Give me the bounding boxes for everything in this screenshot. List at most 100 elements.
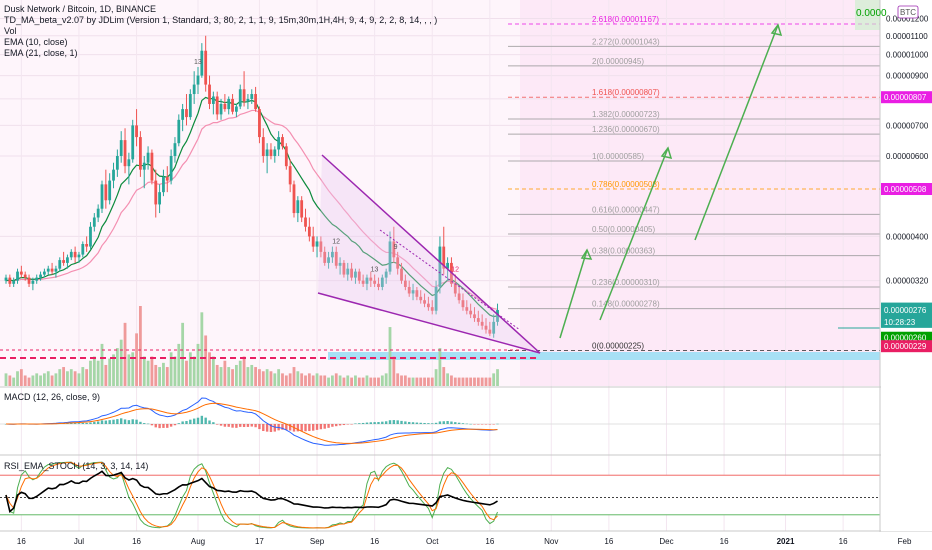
- volume-bar: [131, 352, 135, 386]
- macd-hist-bar: [281, 424, 284, 430]
- price-tick-label: 0.00000400: [886, 232, 929, 241]
- candle-body: [365, 277, 369, 284]
- macd-hist-bar: [419, 422, 422, 424]
- volume-bar: [292, 367, 296, 386]
- volume-bar: [219, 367, 223, 386]
- volume-bar: [369, 377, 373, 386]
- candle-body: [81, 243, 85, 255]
- candle-body: [354, 271, 357, 278]
- candle-body: [108, 180, 112, 201]
- candle-body: [35, 277, 39, 281]
- candle-body: [92, 217, 96, 227]
- td-count-label: 13: [194, 59, 202, 66]
- volume-bar: [250, 364, 254, 386]
- indicator-vol[interactable]: Vol: [4, 26, 17, 36]
- volume-bar: [162, 362, 165, 386]
- candle-body: [223, 103, 227, 110]
- candle-body: [396, 257, 400, 269]
- indicator-ema21[interactable]: EMA (21, close, 1): [4, 48, 78, 58]
- volume-bars: [4, 306, 499, 386]
- price-tag: [881, 304, 932, 317]
- volume-bar: [208, 352, 211, 386]
- macd-hist-bar: [239, 424, 242, 427]
- candle-body: [27, 277, 31, 284]
- macd-hist-bar: [77, 423, 81, 424]
- candle-body: [327, 257, 330, 263]
- macd-hist-bar: [85, 422, 88, 424]
- macd-hist-bar: [108, 420, 111, 424]
- td-count-label: 13: [371, 267, 379, 274]
- candle-body: [407, 286, 411, 294]
- volume-bar: [235, 364, 238, 386]
- volume-bar: [104, 364, 108, 386]
- btc-badge: [897, 5, 919, 19]
- candle-body: [273, 149, 277, 156]
- macd-hist-bar: [461, 423, 465, 424]
- candle-body: [104, 184, 108, 201]
- candle-body: [211, 96, 215, 104]
- indicator-ema10[interactable]: EMA (10, close): [4, 37, 68, 47]
- time-axis[interactable]: 16 Jul 16 Aug 17 Sep 16 Oct 16 Nov 16 Dec 16 2021 16 Fe…: [17, 537, 932, 546]
- candle-body: [484, 325, 488, 330]
- fib-label: 0.50(0.00000405): [592, 225, 656, 234]
- volume-bar: [158, 367, 161, 386]
- volume-bar: [181, 322, 185, 386]
- candle-body: [77, 254, 81, 258]
- candle-body: [23, 274, 27, 278]
- macd-hist-bar: [496, 423, 499, 425]
- rsi-title[interactable]: RSI_EMA_STOCH (14, 3, 3, 14, 14): [4, 461, 149, 471]
- candle-body: [304, 217, 307, 227]
- candle-body: [319, 241, 323, 252]
- volume-bar: [54, 373, 58, 386]
- target-arrow-2-head: [660, 146, 673, 160]
- macd-hist-bar: [469, 423, 472, 425]
- volume-bar: [427, 377, 430, 386]
- volume-bar: [242, 356, 246, 386]
- grid: [0, 0, 906, 531]
- macd-title[interactable]: MACD (12, 26, close, 9): [4, 392, 101, 402]
- price-tag-label: 0.00000276: [884, 306, 927, 315]
- candle-body: [473, 314, 476, 319]
- macd-hist-bar: [411, 422, 415, 424]
- price-tick-label: 0.00000700: [886, 121, 929, 130]
- volume-bar: [43, 373, 46, 386]
- fib-label: 2.272(0.00001043): [592, 37, 660, 46]
- time-tick-label: 16: [17, 537, 26, 546]
- macd-hist-bar: [158, 424, 161, 429]
- volume-bar: [19, 369, 23, 386]
- candle-body: [142, 162, 146, 170]
- volume-bar: [430, 377, 434, 386]
- macd-hist-bar: [404, 421, 407, 424]
- time-tick-label: 16: [370, 537, 379, 546]
- candle-body: [215, 96, 219, 115]
- volume-bar: [492, 373, 496, 386]
- indicator-td-ma[interactable]: TD_MA_beta_v2.07 by JDLim (Version 1, St…: [4, 15, 438, 25]
- candle-body: [258, 109, 261, 138]
- chart-title: Dusk Network / Bitcoin, 1D, BINANCE: [4, 4, 157, 14]
- macd-hist-bar: [431, 423, 434, 424]
- volume-bar: [77, 373, 81, 386]
- candle-body: [162, 176, 165, 193]
- volume-bar: [269, 371, 273, 386]
- price-tag-label: 0.00000260: [884, 334, 927, 343]
- volume-bar: [100, 343, 104, 386]
- macd-hist-bar: [438, 421, 442, 424]
- macd-hist-bar: [457, 422, 461, 424]
- macd-hist-bar: [361, 422, 365, 424]
- fib-label: 0.148(0.00000278): [592, 300, 660, 309]
- volume-bar: [457, 377, 461, 386]
- candle-body: [154, 180, 158, 205]
- candle-body: [361, 280, 365, 284]
- volume-bar: [469, 377, 473, 386]
- macd-hist-bar: [323, 424, 326, 429]
- macd-hist-bar: [296, 424, 300, 432]
- candle-body: [492, 321, 496, 334]
- volume-bar: [146, 360, 150, 386]
- candle-body: [177, 119, 181, 144]
- candle-body: [288, 166, 292, 185]
- volume-bar: [442, 367, 446, 386]
- candle-body: [12, 280, 16, 284]
- candle-body: [350, 268, 353, 278]
- macd-hist-bar: [189, 419, 192, 424]
- candle-body: [165, 176, 169, 181]
